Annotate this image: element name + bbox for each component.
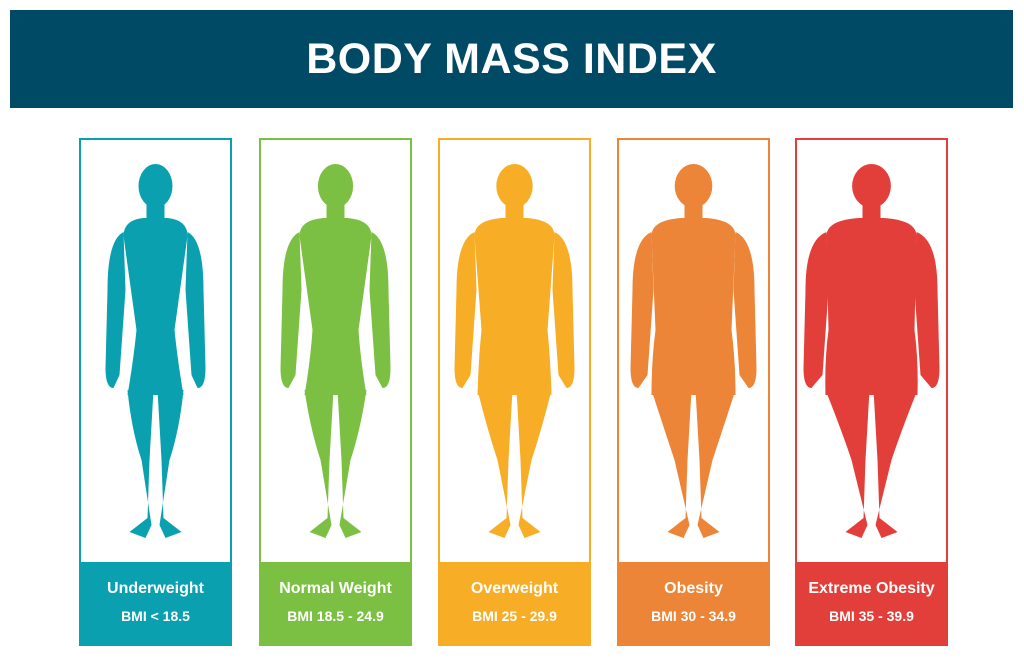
- bmi-range: BMI 25 - 29.9: [472, 608, 557, 624]
- neck-shape: [146, 202, 165, 222]
- category-card-underweight: Underweight BMI < 18.5: [79, 138, 232, 646]
- left-arm-shape: [105, 232, 126, 388]
- extremely-obese-body-silhouette-icon: [797, 140, 946, 564]
- overweight-body-silhouette-icon: [440, 140, 589, 564]
- left-arm-shape: [454, 232, 477, 388]
- obese-body-silhouette-icon: [619, 140, 768, 564]
- right-leg-shape: [157, 390, 184, 538]
- left-arm-shape: [803, 232, 829, 388]
- right-leg-shape: [337, 390, 367, 538]
- body-silhouette: [105, 164, 206, 538]
- bmi-range: BMI < 18.5: [121, 608, 190, 624]
- head-shape: [852, 164, 891, 208]
- bmi-range: BMI 30 - 34.9: [651, 608, 736, 624]
- right-arm-shape: [185, 232, 206, 388]
- torso-shape: [651, 218, 736, 395]
- head-shape: [674, 164, 713, 208]
- neck-shape: [505, 202, 524, 222]
- category-name: Underweight: [107, 580, 204, 597]
- bmi-range: BMI 18.5 - 24.9: [287, 608, 384, 624]
- normal-body-silhouette-icon: [261, 140, 410, 564]
- torso-shape: [825, 218, 918, 395]
- category-card-normal-weight: Normal Weight BMI 18.5 - 24.9: [259, 138, 412, 646]
- slim-body-silhouette-icon: [81, 140, 230, 564]
- left-leg-shape: [477, 390, 513, 538]
- neck-shape: [326, 202, 345, 222]
- right-leg-shape: [695, 390, 736, 538]
- category-label-box: Underweight BMI < 18.5: [81, 562, 230, 644]
- category-label-box: Overweight BMI 25 - 29.9: [440, 562, 589, 644]
- category-label-box: Extreme Obesity BMI 35 - 39.9: [797, 562, 946, 644]
- page-title: BODY MASS INDEX: [306, 34, 717, 83]
- head-shape: [496, 164, 533, 208]
- category-name: Overweight: [470, 580, 559, 597]
- category-card-overweight: Overweight BMI 25 - 29.9: [438, 138, 591, 646]
- head-shape: [317, 164, 354, 208]
- neck-shape: [862, 202, 881, 222]
- title-banner: BODY MASS INDEX: [10, 10, 1013, 108]
- body-silhouette: [454, 164, 575, 538]
- category-name: Normal Weight: [279, 580, 392, 597]
- body-silhouette: [803, 164, 940, 538]
- category-label-box: Obesity BMI 30 - 34.9: [619, 562, 768, 644]
- left-leg-shape: [127, 390, 154, 538]
- category-name: Extreme Obesity: [808, 580, 935, 597]
- torso-shape: [299, 218, 372, 395]
- left-arm-shape: [280, 232, 302, 388]
- left-leg-shape: [651, 390, 692, 538]
- torso-shape: [474, 218, 555, 395]
- body-silhouette: [280, 164, 391, 538]
- category-card-extreme-obesity: Extreme Obesity BMI 35 - 39.9: [795, 138, 948, 646]
- head-shape: [138, 164, 173, 208]
- category-label-box: Normal Weight BMI 18.5 - 24.9: [261, 562, 410, 644]
- category-card-obesity: Obesity BMI 30 - 34.9: [617, 138, 770, 646]
- torso-shape: [123, 218, 188, 395]
- right-arm-shape: [369, 232, 391, 388]
- right-arm-shape: [914, 232, 940, 388]
- left-arm-shape: [630, 232, 654, 388]
- left-leg-shape: [304, 390, 334, 538]
- neck-shape: [684, 202, 703, 222]
- right-arm-shape: [552, 232, 575, 388]
- right-arm-shape: [733, 232, 757, 388]
- bmi-range: BMI 35 - 39.9: [829, 608, 914, 624]
- category-name: Obesity: [664, 580, 723, 597]
- right-leg-shape: [516, 390, 552, 538]
- right-leg-shape: [873, 390, 918, 538]
- body-silhouette: [630, 164, 757, 538]
- left-leg-shape: [825, 390, 870, 538]
